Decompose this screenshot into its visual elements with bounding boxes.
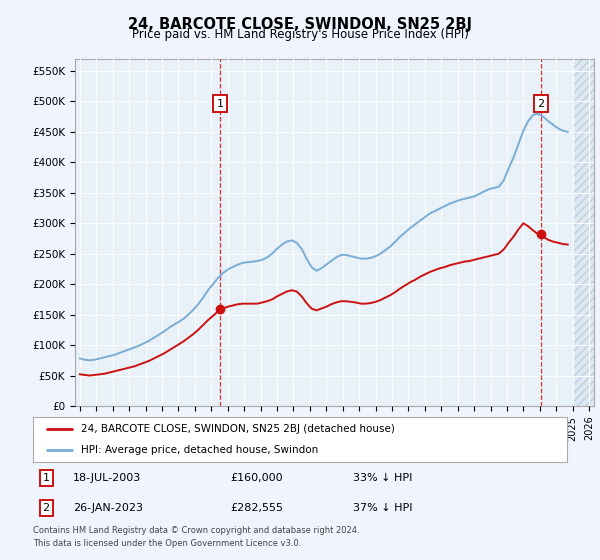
Text: This data is licensed under the Open Government Licence v3.0.: This data is licensed under the Open Gov… <box>33 539 301 548</box>
Text: Contains HM Land Registry data © Crown copyright and database right 2024.: Contains HM Land Registry data © Crown c… <box>33 526 359 535</box>
Text: 2: 2 <box>538 99 545 109</box>
Text: 18-JUL-2003: 18-JUL-2003 <box>73 473 142 483</box>
Text: 37% ↓ HPI: 37% ↓ HPI <box>353 503 413 513</box>
Bar <box>572 59 597 406</box>
Text: 33% ↓ HPI: 33% ↓ HPI <box>353 473 413 483</box>
Text: Price paid vs. HM Land Registry's House Price Index (HPI): Price paid vs. HM Land Registry's House … <box>131 28 469 41</box>
Text: HPI: Average price, detached house, Swindon: HPI: Average price, detached house, Swin… <box>81 445 319 455</box>
Text: £160,000: £160,000 <box>230 473 283 483</box>
Text: 24, BARCOTE CLOSE, SWINDON, SN25 2BJ: 24, BARCOTE CLOSE, SWINDON, SN25 2BJ <box>128 17 472 32</box>
Bar <box>572 59 597 406</box>
Text: £282,555: £282,555 <box>230 503 284 513</box>
Text: 26-JAN-2023: 26-JAN-2023 <box>73 503 143 513</box>
Text: 2: 2 <box>43 503 50 513</box>
Text: 24, BARCOTE CLOSE, SWINDON, SN25 2BJ (detached house): 24, BARCOTE CLOSE, SWINDON, SN25 2BJ (de… <box>81 424 395 435</box>
Text: 1: 1 <box>217 99 224 109</box>
Text: 1: 1 <box>43 473 50 483</box>
